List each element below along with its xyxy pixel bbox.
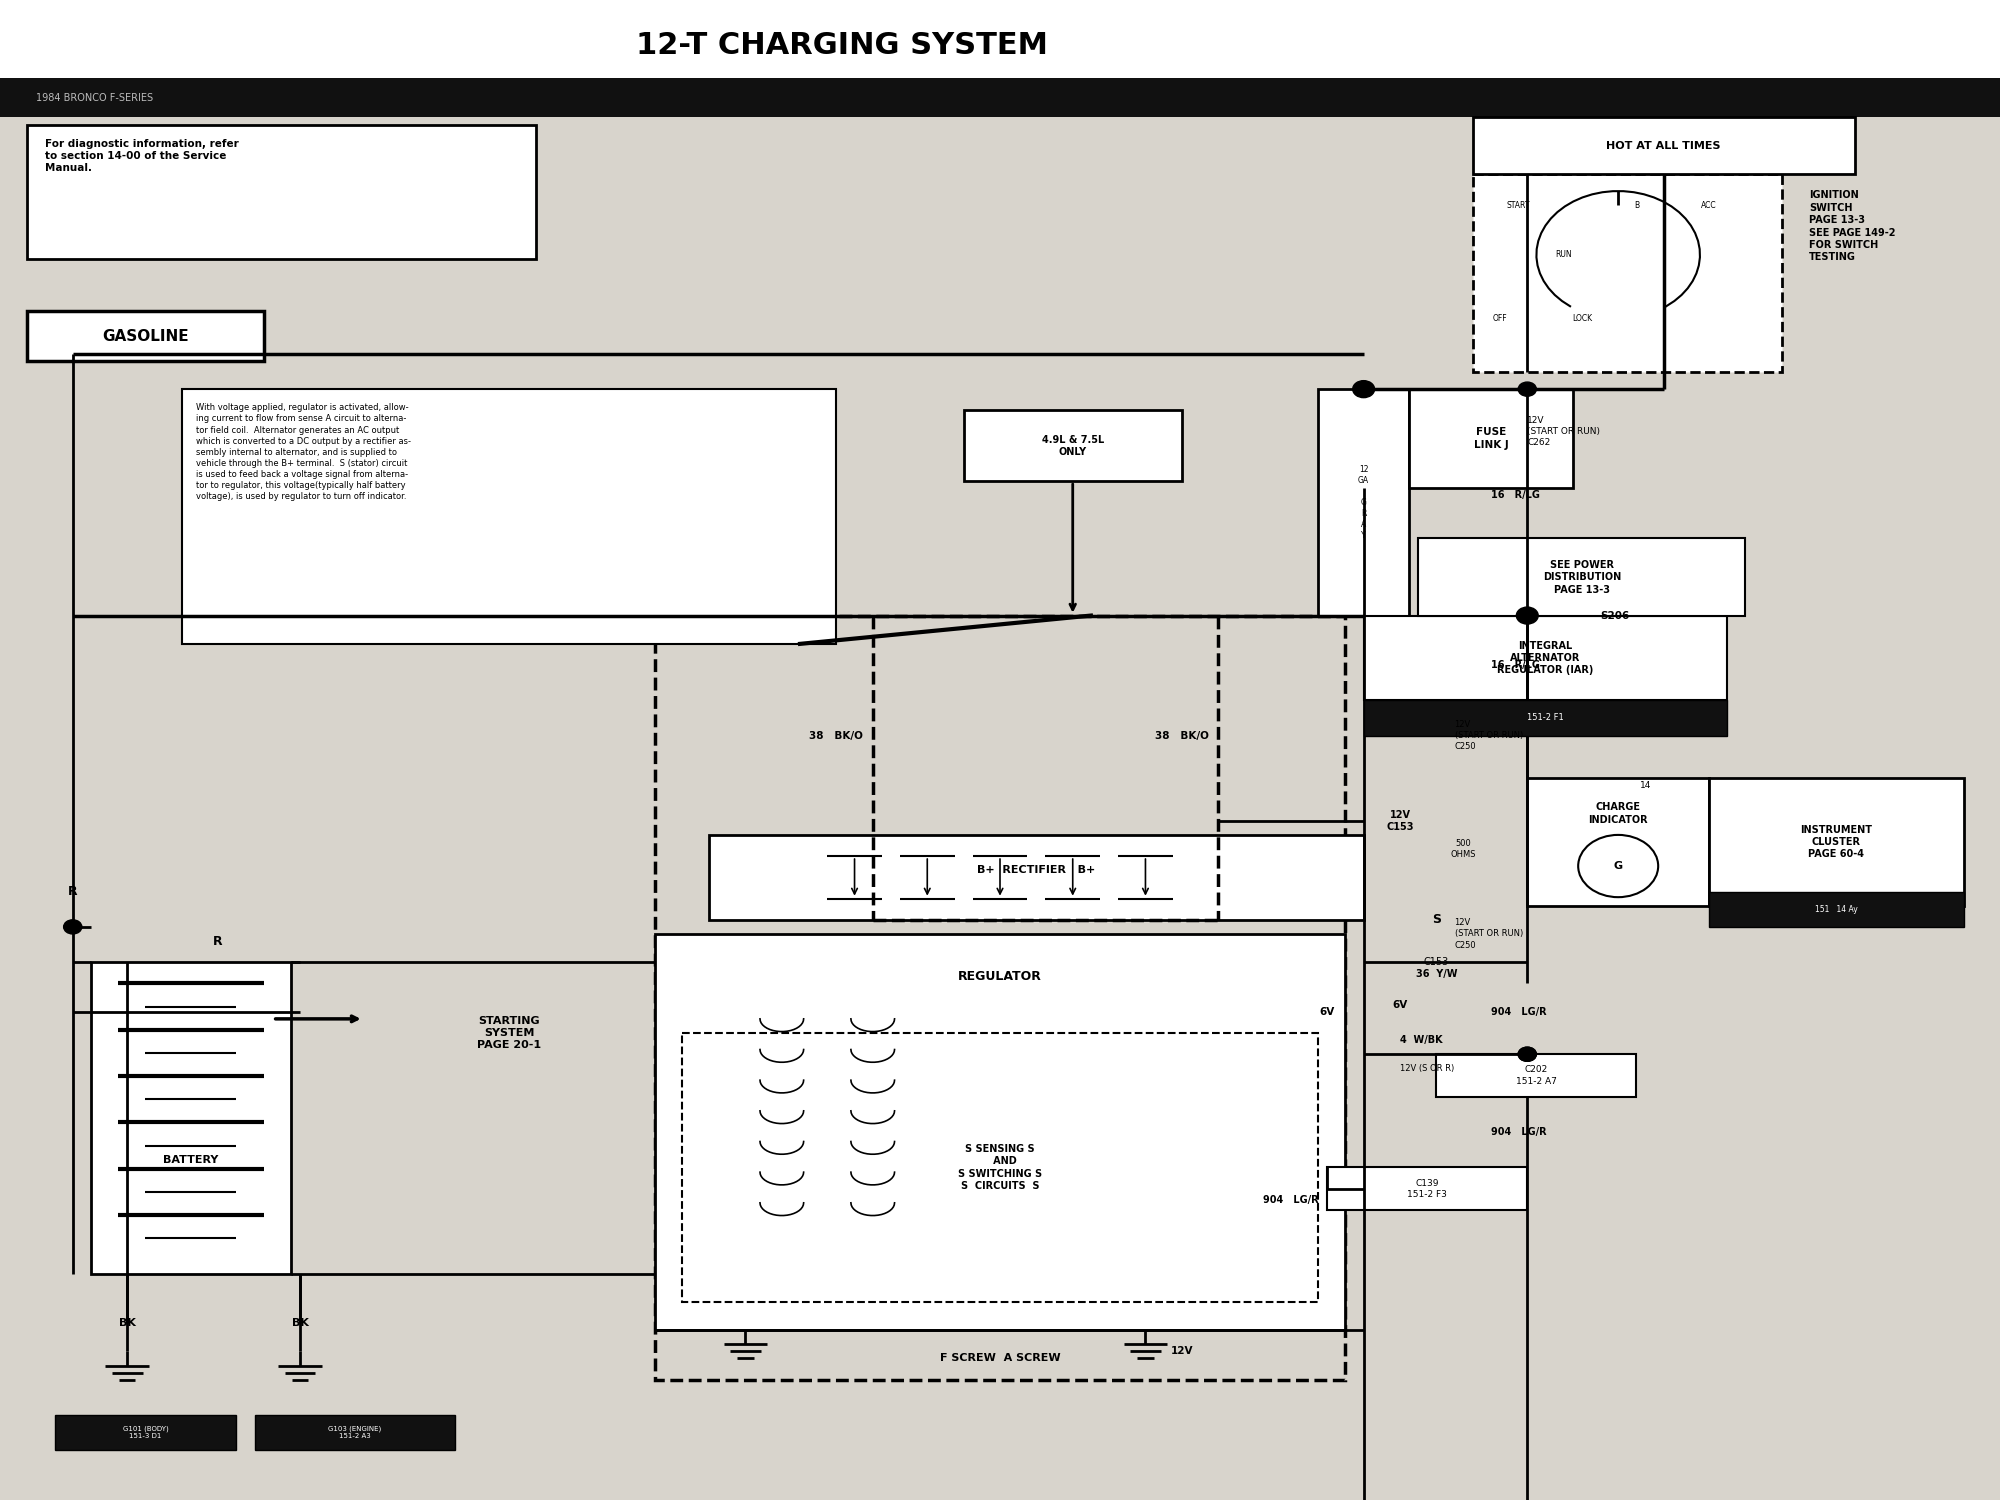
Text: BATTERY: BATTERY	[164, 1155, 218, 1166]
Text: 12V
(START OR RUN)
C250: 12V (START OR RUN) C250	[1454, 720, 1522, 752]
Text: F SCREW  A SCREW: F SCREW A SCREW	[940, 1353, 1060, 1364]
Bar	[1328, 1167, 1528, 1210]
Text: 4.9L & 7.5L
ONLY: 4.9L & 7.5L ONLY	[1042, 435, 1104, 457]
Circle shape	[64, 920, 82, 934]
Text: R: R	[68, 885, 78, 898]
Text: 12V
(START OR RUN)
C262: 12V (START OR RUN) C262	[1528, 416, 1600, 447]
Text: RUN: RUN	[1556, 251, 1572, 260]
Bar	[964, 411, 1182, 482]
Bar	[654, 615, 1346, 1380]
Text: 36  Y/W: 36 Y/W	[1416, 969, 1458, 978]
Bar	[1472, 174, 1782, 372]
Circle shape	[1352, 381, 1374, 398]
Text: 904   LG/R: 904 LG/R	[1490, 1126, 1546, 1137]
Circle shape	[1518, 1047, 1536, 1062]
Text: 6V: 6V	[1320, 1007, 1334, 1017]
Text: 38   BK/O: 38 BK/O	[810, 730, 864, 741]
Text: 904   LG/R: 904 LG/R	[1490, 1007, 1546, 1017]
Text: GASOLINE: GASOLINE	[102, 330, 188, 345]
Bar	[1418, 537, 1746, 615]
Bar	[1364, 700, 1728, 736]
Text: CHARGE
INDICATOR: CHARGE INDICATOR	[1588, 802, 1648, 825]
Text: G101 (BODY)
151-3 D1: G101 (BODY) 151-3 D1	[122, 1425, 168, 1438]
Circle shape	[1516, 608, 1538, 624]
Text: G103 (ENGINE)
151-2 A3: G103 (ENGINE) 151-2 A3	[328, 1425, 382, 1438]
Text: 4  W/BK: 4 W/BK	[1400, 1035, 1442, 1046]
Text: 1984 BRONCO F-SERIES: 1984 BRONCO F-SERIES	[36, 93, 154, 102]
Text: S206: S206	[1600, 610, 1630, 621]
Text: 12V
(START OR RUN)
C250: 12V (START OR RUN) C250	[1454, 918, 1522, 950]
Text: INTEGRAL
ALTERNATOR
REGULATOR (IAR): INTEGRAL ALTERNATOR REGULATOR (IAR)	[1498, 640, 1594, 675]
Text: 151   14 Ay: 151 14 Ay	[1814, 906, 1858, 915]
Text: 904   LG/R: 904 LG/R	[1264, 1196, 1318, 1204]
Text: 12V
C153: 12V C153	[1386, 810, 1414, 832]
Bar	[1710, 891, 1964, 927]
Text: 12
GA
 
G
R
A
Y: 12 GA G R A Y	[1358, 465, 1370, 540]
Bar	[28, 124, 536, 260]
Text: ACC: ACC	[1702, 201, 1716, 210]
Text: 151-2 F1: 151-2 F1	[1528, 712, 1564, 722]
Text: C139
151-2 F3: C139 151-2 F3	[1408, 1179, 1448, 1198]
Text: FUSE
LINK J: FUSE LINK J	[1474, 427, 1508, 450]
Bar	[28, 312, 264, 362]
Circle shape	[1518, 1047, 1536, 1062]
Text: For diagnostic information, refer
to section 14-00 of the Service
Manual.: For diagnostic information, refer to sec…	[46, 138, 240, 174]
Bar	[0, 78, 2000, 117]
Text: S: S	[1432, 914, 1440, 927]
Bar	[1410, 388, 1572, 488]
Text: 12V: 12V	[1170, 1347, 1194, 1356]
Bar	[182, 388, 836, 644]
Text: 14: 14	[1640, 782, 1652, 790]
Bar	[0, 0, 2000, 78]
Text: IGNITION
SWITCH
PAGE 13-3
SEE PAGE 149-2
FOR SWITCH
TESTING: IGNITION SWITCH PAGE 13-3 SEE PAGE 149-2…	[1810, 190, 1896, 262]
Bar	[682, 1034, 1318, 1302]
Text: OFF: OFF	[1492, 314, 1508, 322]
Text: SEE POWER
DISTRIBUTION
PAGE 13-3: SEE POWER DISTRIBUTION PAGE 13-3	[1542, 560, 1620, 596]
Bar	[1364, 615, 1728, 701]
Text: BK: BK	[292, 1318, 308, 1328]
Text: STARTING
SYSTEM
PAGE 20-1: STARTING SYSTEM PAGE 20-1	[478, 1016, 542, 1050]
Text: S SENSING S
   AND
S SWITCHING S
S  CIRCUITS  S: S SENSING S AND S SWITCHING S S CIRCUITS…	[958, 1144, 1042, 1191]
Text: LOCK: LOCK	[1572, 314, 1592, 322]
Text: 38   BK/O: 38 BK/O	[1154, 730, 1208, 741]
Text: HOT AT ALL TIMES: HOT AT ALL TIMES	[1606, 141, 1720, 152]
Bar	[90, 963, 290, 1274]
Bar	[1318, 388, 1410, 615]
Text: 6V: 6V	[1392, 999, 1408, 1010]
Bar	[254, 1414, 454, 1450]
Text: C202
151-2 A7: C202 151-2 A7	[1516, 1065, 1556, 1086]
Bar	[710, 836, 1364, 920]
Text: START: START	[1506, 201, 1530, 210]
Circle shape	[1518, 382, 1536, 396]
Text: 12-T CHARGING SYSTEM: 12-T CHARGING SYSTEM	[636, 32, 1048, 60]
Text: BK: BK	[118, 1318, 136, 1328]
Bar	[1436, 1054, 1636, 1096]
Bar	[1710, 778, 1964, 906]
Text: 12V (S OR R): 12V (S OR R)	[1400, 1064, 1454, 1072]
Text: REGULATOR: REGULATOR	[958, 970, 1042, 982]
Bar	[654, 934, 1346, 1330]
Text: 16   R/LG: 16 R/LG	[1490, 490, 1540, 501]
Text: 500
OHMS: 500 OHMS	[1450, 839, 1476, 860]
Text: INSTRUMENT
CLUSTER
PAGE 60-4: INSTRUMENT CLUSTER PAGE 60-4	[1800, 825, 1872, 860]
Text: With voltage applied, regulator is activated, allow-
ing current to flow from se: With voltage applied, regulator is activ…	[196, 404, 412, 501]
Text: B: B	[1634, 201, 1638, 210]
Bar	[1528, 778, 1710, 906]
Text: C153: C153	[1424, 957, 1448, 968]
Text: R: R	[214, 934, 222, 948]
Bar	[54, 1414, 236, 1450]
Text: 16   R/LG: 16 R/LG	[1490, 660, 1540, 670]
Circle shape	[1578, 836, 1658, 897]
Text: G: G	[1614, 861, 1622, 871]
Text: B+  RECTIFIER   B+: B+ RECTIFIER B+	[978, 865, 1096, 876]
Bar	[1472, 117, 1854, 174]
